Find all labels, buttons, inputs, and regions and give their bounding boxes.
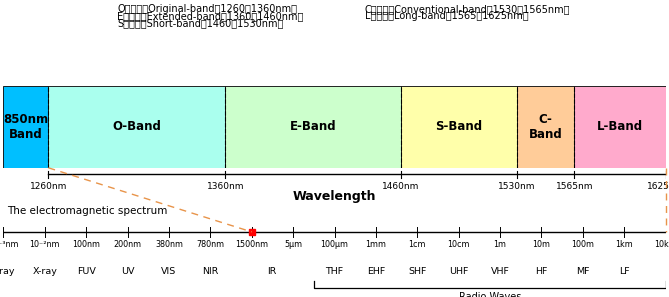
Text: 1mm: 1mm (365, 240, 387, 249)
Text: 1360nm: 1360nm (207, 182, 244, 191)
Text: S-Band: S-Band (435, 121, 482, 133)
Text: NIR: NIR (202, 267, 219, 277)
Text: 100μm: 100μm (320, 240, 349, 249)
Text: IR: IR (268, 267, 277, 277)
Text: 1460nm: 1460nm (382, 182, 419, 191)
Text: Eバンド（Extended-band：1360～1460nm）: Eバンド（Extended-band：1360～1460nm） (117, 11, 304, 21)
Bar (3, 86, 48, 168)
Text: γ-ray: γ-ray (0, 267, 15, 277)
Text: 10m: 10m (533, 240, 551, 249)
Text: Cバンド（Conventional-band：1530～1565nm）: Cバンド（Conventional-band：1530～1565nm） (365, 4, 570, 14)
Text: The electromagnetic spectrum: The electromagnetic spectrum (7, 206, 167, 216)
Text: 200nm: 200nm (114, 240, 142, 249)
Text: E-Band: E-Band (290, 121, 337, 133)
Text: Lバンド（Long-band：1565～1625nm）: Lバンド（Long-band：1565～1625nm） (365, 11, 529, 21)
Text: VIS: VIS (161, 267, 177, 277)
Bar (401, 86, 516, 168)
Text: 1565nm: 1565nm (555, 182, 593, 191)
Text: MF: MF (576, 267, 589, 277)
Text: UV: UV (121, 267, 134, 277)
Text: VHF: VHF (490, 267, 510, 277)
Text: 380nm: 380nm (155, 240, 183, 249)
Bar (48, 86, 225, 168)
Text: X-ray: X-ray (32, 267, 57, 277)
Text: 1km: 1km (615, 240, 633, 249)
Text: 100m: 100m (571, 240, 594, 249)
Text: UHF: UHF (449, 267, 468, 277)
Text: Sバンド（Short-band：1460～1530nm）: Sバンド（Short-band：1460～1530nm） (117, 18, 284, 28)
Text: Wavelength: Wavelength (293, 190, 376, 203)
Text: 5μm: 5μm (284, 240, 302, 249)
Text: LF: LF (619, 267, 630, 277)
Text: 1260nm: 1260nm (29, 182, 67, 191)
Text: 1530nm: 1530nm (498, 182, 535, 191)
Text: L-Band: L-Band (597, 121, 643, 133)
Text: C-
Band: C- Band (529, 113, 563, 141)
Text: Oバンド（Original-band：1260～1360nm）: Oバンド（Original-band：1260～1360nm） (117, 4, 297, 14)
Text: FUV: FUV (77, 267, 96, 277)
Bar (574, 86, 666, 168)
Bar (225, 86, 401, 168)
Text: 1cm: 1cm (409, 240, 426, 249)
Text: 1500nm: 1500nm (235, 240, 268, 249)
Text: EHF: EHF (367, 267, 385, 277)
Text: 1625nm: 1625nm (647, 182, 669, 191)
Text: 10⁻³nm: 10⁻³nm (0, 240, 19, 249)
Bar (516, 86, 574, 168)
Text: 780nm: 780nm (196, 240, 224, 249)
Text: HF: HF (535, 267, 548, 277)
Text: 850nm
Band: 850nm Band (3, 113, 48, 141)
Text: O-Band: O-Band (112, 121, 161, 133)
Text: THF: THF (325, 267, 344, 277)
Text: 10⁻²nm: 10⁻²nm (29, 240, 60, 249)
Text: 10cm: 10cm (448, 240, 470, 249)
Text: 10km: 10km (654, 240, 669, 249)
Text: Radio Waves: Radio Waves (459, 292, 521, 297)
Text: 100nm: 100nm (72, 240, 100, 249)
Text: 1m: 1m (494, 240, 506, 249)
Text: SHF: SHF (408, 267, 426, 277)
